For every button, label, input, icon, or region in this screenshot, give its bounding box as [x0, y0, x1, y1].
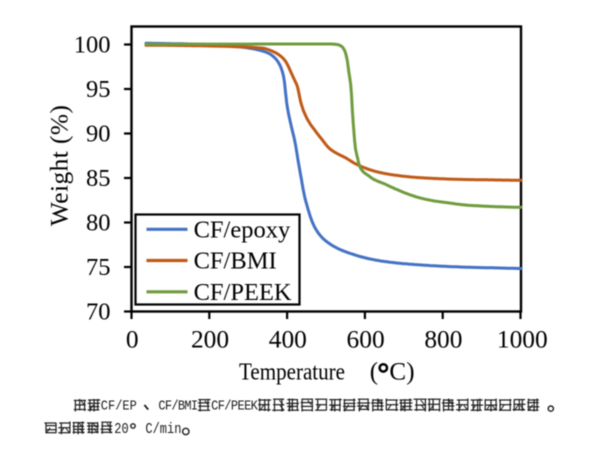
svg-text:CF/epoxy: CF/epoxy — [194, 216, 291, 243]
svg-text:CF/BMI: CF/BMI — [194, 248, 277, 275]
svg-text:(: ( — [370, 359, 378, 386]
svg-text:0: 0 — [126, 326, 139, 354]
svg-text:75: 75 — [86, 254, 111, 281]
svg-text:90: 90 — [86, 121, 111, 148]
svg-text:Weight (%): Weight (%) — [46, 105, 74, 226]
svg-text:C/min: C/min — [145, 422, 181, 439]
svg-text:600: 600 — [347, 326, 385, 354]
svg-text:200: 200 — [191, 326, 229, 354]
svg-text:CF/EP: CF/EP — [101, 398, 137, 414]
svg-text:400: 400 — [269, 326, 307, 354]
svg-text:100: 100 — [74, 32, 111, 59]
svg-text:800: 800 — [424, 326, 462, 354]
svg-text:Temperature: Temperature — [239, 359, 345, 386]
svg-text:CF/PEEK: CF/PEEK — [194, 279, 292, 306]
svg-text:CF/PEEK: CF/PEEK — [211, 398, 258, 414]
svg-text:80: 80 — [86, 210, 111, 237]
svg-text:95: 95 — [86, 76, 111, 103]
svg-text:C: C — [389, 359, 406, 386]
svg-text:1000: 1000 — [497, 326, 548, 354]
svg-text:20: 20 — [114, 422, 128, 439]
svg-text:): ) — [406, 359, 414, 386]
svg-text:70: 70 — [86, 299, 111, 326]
svg-text:85: 85 — [86, 165, 111, 192]
svg-text:CF/BMI: CF/BMI — [158, 398, 197, 414]
